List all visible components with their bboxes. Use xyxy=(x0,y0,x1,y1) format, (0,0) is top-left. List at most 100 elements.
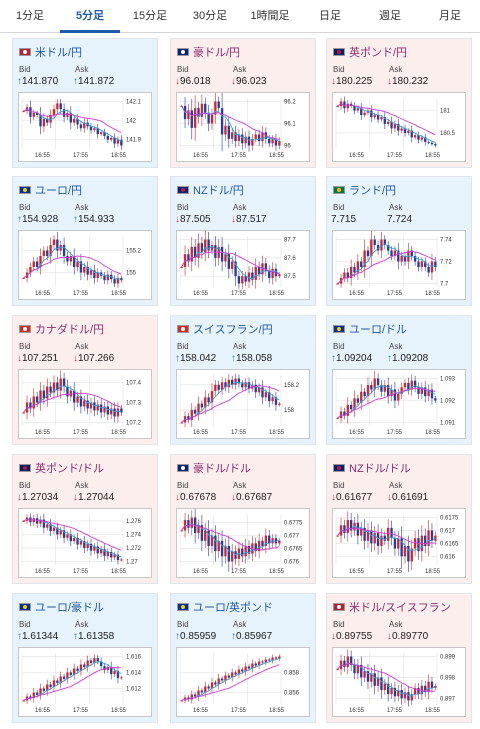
y-tick-label: 0.6775 xyxy=(284,521,303,527)
moving-average-line xyxy=(23,255,122,279)
ask-value: ↑1.61358 xyxy=(73,631,115,642)
candle xyxy=(373,533,376,544)
pair-name[interactable]: 英ポンド/円 xyxy=(349,47,408,59)
pair-card[interactable]: ランド/円 Bid Ask 7.715 7.724 7.74 7.72 7.7 16:… xyxy=(326,176,472,306)
mini-chart[interactable]: 0.899 0.898 0.897 16:55 17:55 18:55 xyxy=(332,647,466,717)
pair-header[interactable]: 英ポンド/円 xyxy=(333,46,408,59)
pair-name[interactable]: 豪ドル/円 xyxy=(193,47,241,59)
mini-chart[interactable]: 96.2 96.1 96 16:55 17:55 18:55 xyxy=(176,92,310,162)
pair-card[interactable]: 豪ドル/円 Bid Ask ↓96.018 ↓96.023 96.2 96.1 96… xyxy=(170,38,316,168)
candle xyxy=(237,378,241,384)
pair-name[interactable]: ユーロ/英ポンド xyxy=(193,602,274,614)
mini-chart[interactable]: 7.74 7.72 7.7 16:55 17:55 18:55 xyxy=(332,230,466,300)
pair-name[interactable]: ユーロ/豪ドル xyxy=(35,602,105,614)
candle xyxy=(278,656,281,659)
candle xyxy=(393,538,397,549)
mini-chart[interactable]: 107.4 107.3 107.2 16:55 17:55 18:55 xyxy=(18,369,152,439)
pair-name[interactable]: ランド/円 xyxy=(349,185,397,197)
ask-value: ↓0.89770 xyxy=(387,631,429,642)
candle xyxy=(257,540,261,552)
mini-chart[interactable]: 155.2 155 16:55 17:55 18:55 xyxy=(18,230,152,300)
candle xyxy=(363,527,366,541)
pair-card[interactable]: 米ドル/スイスフラン Bid Ask ↓0.89755 ↓0.89770 0.8… xyxy=(326,593,472,723)
tab-5[interactable]: 日足 xyxy=(319,10,341,22)
pair-card[interactable]: ユーロ/英ポンド Bid Ask ↑0.85959 ↑0.85967 0.858… xyxy=(170,593,316,723)
pair-header[interactable]: 米ドル/スイスフラン xyxy=(333,601,451,614)
pair-name[interactable]: カナダドル/円 xyxy=(35,324,105,336)
tab-1[interactable]: 5分足 xyxy=(60,0,120,33)
pair-card[interactable]: カナダドル/円 Bid Ask ↓107.251 ↓107.266 107.4 1… xyxy=(12,315,158,445)
mini-chart[interactable]: 1.276 1.274 1.272 1.27 16:55 17:55 18:55 xyxy=(18,508,152,578)
mini-chart[interactable]: 181 180.5 16:55 17:55 18:55 xyxy=(332,92,466,162)
tab-7[interactable]: 月足 xyxy=(439,10,461,22)
pair-name[interactable]: スイスフラン/円 xyxy=(193,324,273,336)
y-tick-label: 0.617 xyxy=(440,528,456,534)
candle xyxy=(376,533,380,546)
pair-name[interactable]: 米ドル/円 xyxy=(35,47,83,59)
pair-card[interactable]: スイスフラン/円 Bid Ask ↑158.042 ↑158.058 158.2… xyxy=(170,315,316,445)
tab-2[interactable]: 15分足 xyxy=(132,10,168,22)
pair-name[interactable]: ユーロ/円 xyxy=(35,185,83,197)
mini-chart[interactable]: 1.616 1.614 1.612 16:55 17:55 18:55 xyxy=(18,647,152,717)
pair-header[interactable]: ユーロ/英ポンド xyxy=(177,601,274,614)
candle xyxy=(200,103,204,117)
pair-name[interactable]: NZドル/円 xyxy=(193,185,244,197)
pair-header[interactable]: ユーロ/円 xyxy=(19,184,83,197)
x-tick-label: 17:55 xyxy=(231,291,247,297)
mini-chart[interactable]: 0.6175 0.617 0.6165 0.616 16:55 17:55 18:55 xyxy=(332,508,466,578)
mini-chart[interactable]: 158.2 158 16:55 17:55 18:55 xyxy=(176,369,310,439)
mini-chart[interactable]: 1.093 1.092 1.091 16:55 17:55 18:55 xyxy=(332,369,466,439)
mini-chart[interactable]: 142.1 142 141.9 16:55 17:55 18:55 xyxy=(18,92,152,162)
pair-card[interactable]: 米ドル/円 Bid Ask ↑141.870 ↑141.872 142.1 142… xyxy=(12,38,158,168)
candle xyxy=(231,672,234,678)
pair-header[interactable]: カナダドル/円 xyxy=(19,323,105,336)
pair-header[interactable]: NZドル/円 xyxy=(177,184,244,197)
candle xyxy=(363,391,366,397)
candle xyxy=(241,276,244,284)
mini-chart[interactable]: 0.858 0.856 16:55 17:55 18:55 xyxy=(176,647,310,717)
pair-card[interactable]: ユーロ/円 Bid Ask ↑154.928 ↑154.933 155.2 155… xyxy=(12,176,158,306)
pair-card[interactable]: ユーロ/ドル Bid Ask ↑1.09204 ↑1.09208 1.093 1.… xyxy=(326,315,472,445)
candle xyxy=(220,108,224,135)
pair-header[interactable]: スイスフラン/円 xyxy=(177,323,273,336)
tab-4[interactable]: 1時間足 xyxy=(250,10,290,22)
pair-header[interactable]: ユーロ/豪ドル xyxy=(19,601,105,614)
pair-card[interactable]: NZドル/円 Bid Ask ↓87.505 ↓87.517 87.7 87.6 8… xyxy=(170,176,316,306)
pair-card[interactable]: NZドル/ドル Bid Ask ↓0.61677 ↓0.61691 0.6175… xyxy=(326,454,472,584)
pair-card[interactable]: 英ポンド/ドル Bid Ask ↓1.27034 ↓1.27044 1.276 1… xyxy=(12,454,158,584)
pair-header[interactable]: 英ポンド/ドル xyxy=(19,462,105,475)
candle xyxy=(32,112,35,117)
pair-name[interactable]: 英ポンド/ドル xyxy=(35,463,105,475)
mini-chart[interactable]: 0.6775 0.677 0.6765 0.676 16:55 17:55 18:55 xyxy=(176,508,310,578)
candle xyxy=(86,266,89,275)
pair-card[interactable]: 英ポンド/円 Bid Ask ↓180.225 ↓180.232 181 180.… xyxy=(326,38,472,168)
pair-header[interactable]: 米ドル/円 xyxy=(19,46,83,59)
arrow-down-icon: ↓ xyxy=(175,76,180,87)
bid-value: ↑154.928 xyxy=(17,214,59,225)
pair-header[interactable]: NZドル/ドル xyxy=(333,462,411,475)
candle xyxy=(79,124,83,129)
tab-0[interactable]: 1分足 xyxy=(15,10,45,22)
pair-header[interactable]: 豪ドル/ドル xyxy=(177,462,252,475)
candle xyxy=(407,130,410,133)
candle xyxy=(427,389,430,397)
pair-card[interactable]: 豪ドル/ドル Bid Ask ↓0.67678 ↓0.67687 0.6775 0… xyxy=(170,454,316,584)
pair-name[interactable]: 米ドル/スイスフラン xyxy=(349,602,451,614)
y-tick-label: 0.898 xyxy=(440,675,456,681)
tab-6[interactable]: 週足 xyxy=(379,10,401,22)
x-tick-label: 18:55 xyxy=(269,291,285,297)
pair-name[interactable]: 豪ドル/ドル xyxy=(193,463,252,475)
candle xyxy=(62,378,66,387)
pair-header[interactable]: 豪ドル/円 xyxy=(177,46,241,59)
mini-chart[interactable]: 87.7 87.6 87.5 16:55 17:55 18:55 xyxy=(176,230,310,300)
tab-3[interactable]: 30分足 xyxy=(192,10,228,22)
candle xyxy=(106,552,110,557)
candle xyxy=(268,392,271,402)
pair-card[interactable]: ユーロ/豪ドル Bid Ask ↑1.61344 ↑1.61358 1.616 1… xyxy=(12,593,158,723)
pair-name[interactable]: ユーロ/ドル xyxy=(349,324,408,336)
candle xyxy=(180,530,183,532)
pair-header[interactable]: ランド/円 xyxy=(333,184,397,197)
pair-header[interactable]: ユーロ/ドル xyxy=(333,323,408,336)
y-tick-label: 180.5 xyxy=(440,131,456,137)
pair-name[interactable]: NZドル/ドル xyxy=(349,463,411,475)
